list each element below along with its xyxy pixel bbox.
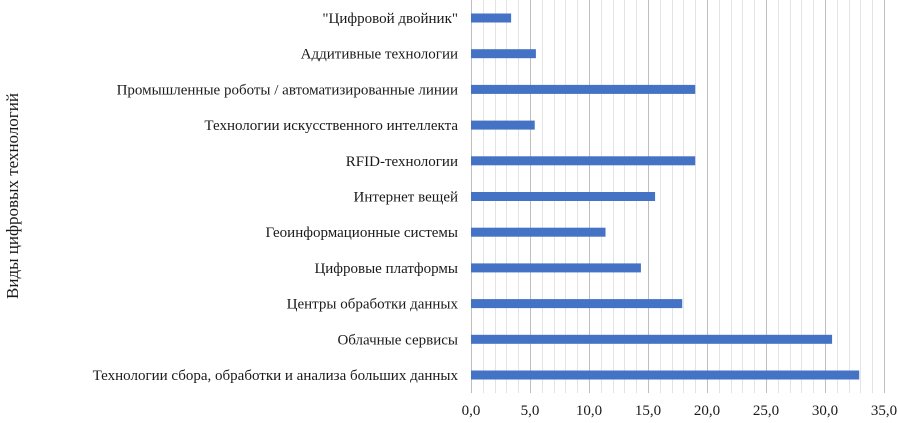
category-label: Геоинформационные системы [265,225,458,241]
bar [471,13,512,23]
x-tick-label: 25,0 [753,403,779,419]
bars [471,13,860,380]
bar [471,299,683,309]
category-label: Центры обработки данных [287,297,459,313]
bar [471,49,536,59]
y-axis-title: Виды цифровых технологий [3,93,22,299]
bar [471,156,696,166]
category-label: Облачные сервисы [337,332,458,348]
x-tick-label: 0,0 [462,403,481,419]
x-tick-label: 10,0 [576,403,602,419]
x-tick-label: 15,0 [635,403,661,419]
category-label: Технологии сбора, обработки и анализа бо… [93,368,459,384]
bar [471,120,535,130]
category-label: Цифровые платформы [314,261,458,277]
bar [471,84,696,94]
bar [471,192,656,201]
x-tick-label: 20,0 [694,403,720,419]
bar [471,263,641,273]
category-label: Промышленные роботы / автоматизированные… [117,82,458,98]
x-tick-labels: 0,0 5,0 10,0 15,0 20,0 25,0 30,0 35,0 [462,403,898,419]
category-label: RFID-технологии [346,154,458,170]
bar [471,227,606,237]
bar [471,370,860,380]
x-tick-label: 35,0 [871,403,897,419]
bar [471,334,833,344]
x-tick-label: 5,0 [521,403,540,419]
x-tick-label: 30,0 [812,403,838,419]
category-label: "Цифровой двойник" [322,11,458,27]
category-label: Интернет вещей [354,190,458,206]
category-labels: "Цифровой двойник" Аддитивные технологии П… [93,11,459,384]
category-label: Аддитивные технологии [301,47,458,63]
category-label: Технологии искусственного интеллекта [204,118,458,134]
